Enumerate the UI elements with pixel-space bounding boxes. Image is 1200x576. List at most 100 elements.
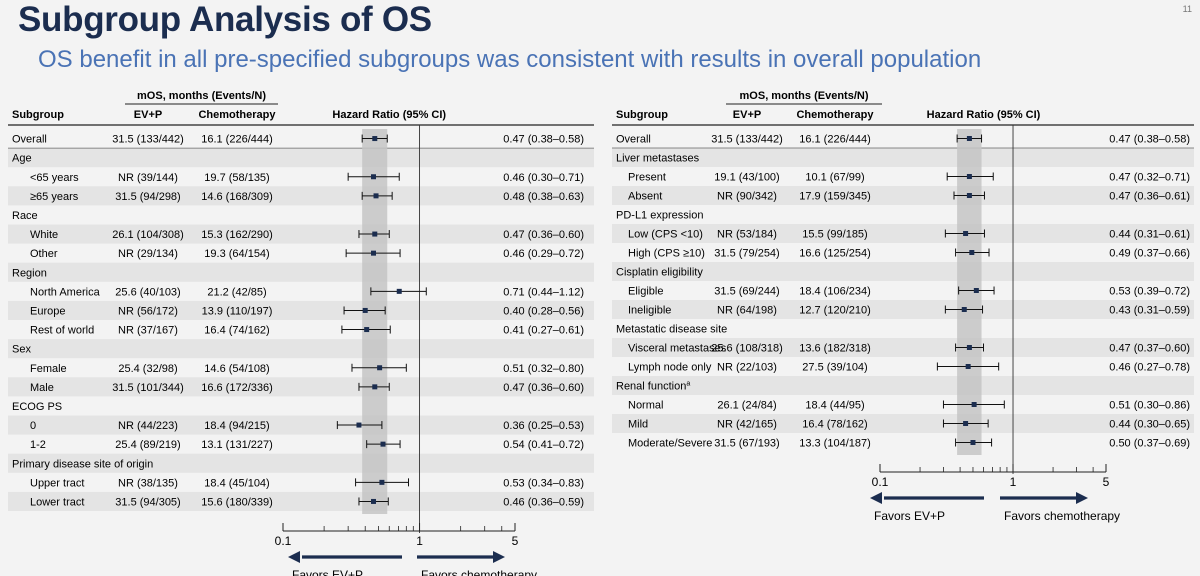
subgroup-label: Female xyxy=(30,363,67,375)
hr-point-marker xyxy=(396,288,402,294)
subgroup-label: Overall xyxy=(12,134,47,146)
chemo-mos-value: 15.6 (180/339) xyxy=(201,496,273,508)
chemo-column-header: Chemotherapy xyxy=(198,109,276,121)
hr-point-marker xyxy=(970,440,976,445)
hr-point-marker xyxy=(372,231,378,237)
chemo-mos-value: 10.1 (67/99) xyxy=(805,172,864,184)
evp-mos-value: NR (90/342) xyxy=(717,191,777,203)
subgroup-label: Present xyxy=(628,172,666,184)
chemo-mos-value: 16.4 (74/162) xyxy=(204,325,269,337)
subgroup-category-label: Age xyxy=(12,153,32,165)
favors-evp-label: Favors EV+P xyxy=(292,568,363,576)
subgroup-label: Moderate/Severe xyxy=(628,438,712,450)
hr-ci-value: 0.47 (0.36–0.60) xyxy=(503,382,584,394)
chemo-mos-value: 14.6 (54/108) xyxy=(204,363,269,375)
evp-mos-value: 31.5 (101/344) xyxy=(112,382,184,394)
evp-mos-value: 25.6 (108/318) xyxy=(711,343,783,355)
chemo-mos-value: 16.1 (226/444) xyxy=(201,134,273,146)
subgroup-label: Overall xyxy=(616,134,651,146)
row-band xyxy=(612,262,1194,281)
subgroup-column-header: Subgroup xyxy=(12,109,64,121)
hr-point-marker xyxy=(371,250,377,256)
chemo-mos-value: 13.3 (104/187) xyxy=(799,438,871,450)
row-band xyxy=(8,300,594,320)
slide-title: Subgroup Analysis of OS xyxy=(18,0,432,39)
hr-point-marker xyxy=(373,193,379,199)
evp-mos-value: NR (22/103) xyxy=(717,362,777,374)
hr-point-marker xyxy=(969,250,975,255)
favors-chemo-arrowhead xyxy=(493,551,505,563)
x-axis-tick-label: 0.1 xyxy=(872,475,889,489)
mos-group-header: mOS, months (Events/N) xyxy=(137,90,266,102)
row-band xyxy=(8,262,594,282)
chemo-mos-value: 18.4 (94/215) xyxy=(204,420,269,432)
hr-point-marker xyxy=(380,441,386,447)
evp-mos-value: NR (39/144) xyxy=(118,172,178,184)
chemo-mos-value: 19.3 (64/154) xyxy=(204,248,269,260)
x-axis-tick-label: 1 xyxy=(1010,475,1017,489)
favors-evp-label: Favors EV+P xyxy=(874,509,945,523)
subgroup-label: Other xyxy=(30,248,58,260)
hr-ci-value: 0.50 (0.37–0.69) xyxy=(1109,438,1190,450)
chemo-mos-value: 21.2 (42/85) xyxy=(207,286,266,298)
hr-ci-value: 0.51 (0.30–0.86) xyxy=(1109,400,1190,412)
overall-ci-band xyxy=(362,129,388,514)
chemo-mos-value: 15.5 (99/185) xyxy=(802,229,867,241)
subgroup-label: High (CPS ≥10) xyxy=(628,248,705,260)
subgroup-category-label: PD-L1 expression xyxy=(616,210,703,222)
hr-ci-value: 0.47 (0.36–0.60) xyxy=(503,229,584,241)
chemo-mos-value: 16.4 (78/162) xyxy=(802,419,867,431)
evp-mos-value: 31.5 (67/193) xyxy=(714,438,779,450)
hr-ci-value: 0.47 (0.32–0.71) xyxy=(1109,172,1190,184)
hr-ci-value: 0.53 (0.34–0.83) xyxy=(503,477,584,489)
chemo-mos-value: 18.4 (45/104) xyxy=(204,477,269,489)
x-axis-tick-label: 5 xyxy=(512,534,519,548)
hr-ci-value: 0.71 (0.44–1.12) xyxy=(503,286,584,298)
row-band xyxy=(612,376,1194,395)
hr-point-marker xyxy=(372,136,378,142)
hr-ci-value: 0.40 (0.28–0.56) xyxy=(503,305,584,317)
hr-ci-value: 0.46 (0.30–0.71) xyxy=(503,172,584,184)
hr-point-marker xyxy=(963,231,969,236)
evp-mos-value: 25.4 (89/219) xyxy=(115,439,180,451)
evp-mos-value: NR (53/184) xyxy=(717,229,777,241)
evp-mos-value: 25.4 (32/98) xyxy=(118,363,177,375)
favors-evp-arrowhead xyxy=(288,551,300,563)
evp-mos-value: NR (64/198) xyxy=(717,305,777,317)
subgroup-label: Rest of world xyxy=(30,325,94,337)
subgroup-label: Mild xyxy=(628,419,648,431)
row-band xyxy=(612,186,1194,205)
evp-mos-value: NR (42/165) xyxy=(717,419,777,431)
evp-mos-value: 31.5 (79/254) xyxy=(714,248,779,260)
chemo-mos-value: 18.4 (44/95) xyxy=(805,400,864,412)
hr-point-marker xyxy=(971,402,977,407)
subgroup-label: <65 years xyxy=(30,172,79,184)
chemo-mos-value: 16.6 (125/254) xyxy=(799,248,871,260)
hr-point-marker xyxy=(377,365,383,371)
hr-ci-value: 0.47 (0.36–0.61) xyxy=(1109,191,1190,203)
subgroup-label: Lymph node only xyxy=(628,362,712,374)
x-axis-tick-label: 0.1 xyxy=(275,534,292,548)
chemo-mos-value: 27.5 (39/104) xyxy=(802,362,867,374)
hr-ci-value: 0.47 (0.37–0.60) xyxy=(1109,343,1190,355)
hr-ci-value: 0.36 (0.25–0.53) xyxy=(503,420,584,432)
hr-point-marker xyxy=(966,174,972,179)
subgroup-category-label: Region xyxy=(12,267,47,279)
chemo-mos-value: 17.9 (159/345) xyxy=(799,191,871,203)
row-band xyxy=(612,338,1194,357)
evp-mos-value: NR (37/167) xyxy=(118,325,178,337)
row-band xyxy=(612,414,1194,433)
subgroup-label: 0 xyxy=(30,420,36,432)
subgroup-label: ≥65 years xyxy=(30,191,79,203)
hr-ci-value: 0.41 (0.27–0.61) xyxy=(503,325,584,337)
evp-mos-value: 31.5 (94/305) xyxy=(115,496,180,508)
subgroup-category-label: Liver metastases xyxy=(616,153,700,165)
subgroup-label: Lower tract xyxy=(30,496,84,508)
hr-point-marker xyxy=(356,422,362,428)
evp-mos-value: NR (44/223) xyxy=(118,420,178,432)
x-axis-tick-label: 5 xyxy=(1103,475,1110,489)
forest-panel-1: mOS, months (Events/N) Subgroup EV+P Chemot… xyxy=(8,90,594,576)
chemo-mos-value: 15.3 (162/290) xyxy=(201,229,273,241)
hr-point-marker xyxy=(966,136,972,141)
hr-point-marker xyxy=(364,327,370,333)
